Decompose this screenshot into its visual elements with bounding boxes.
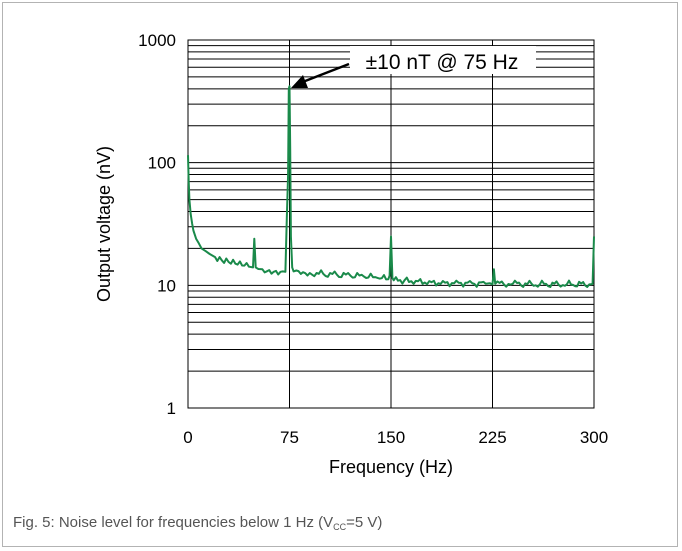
annotation: ±10 nT @ 75 Hz <box>291 46 536 88</box>
x-tick-labels: 0 75 150 225 300 <box>183 428 608 447</box>
y-tick-label: 1 <box>167 399 176 418</box>
y-tick-label: 10 <box>157 276 176 295</box>
annotation-box <box>350 46 536 74</box>
chart: 1 10 100 1000 0 75 150 225 300 Frequency (Hz) O… <box>94 31 608 477</box>
y-tick-labels: 1 10 100 1000 <box>138 31 176 418</box>
x-tick-label: 0 <box>183 428 192 447</box>
caption-subscript: CC <box>333 522 347 532</box>
figure-caption: Fig. 5: Noise level for frequencies belo… <box>13 514 382 532</box>
annotation-arrow-shaft <box>299 62 350 85</box>
x-tick-label: 75 <box>280 428 299 447</box>
grid <box>187 40 595 409</box>
y-axis-label: Output voltage (nV) <box>94 146 114 302</box>
annotation-arrowhead <box>291 75 308 88</box>
series-line <box>187 85 595 288</box>
y-tick-label: 1000 <box>138 31 176 50</box>
x-tick-label: 150 <box>377 428 405 447</box>
plot-frame <box>187 39 595 409</box>
caption-text: Fig. 5: Noise level for frequencies belo… <box>13 514 334 531</box>
caption-text-end: =5 V) <box>346 514 383 531</box>
x-tick-label: 225 <box>478 428 506 447</box>
x-tick-label: 300 <box>580 428 608 447</box>
annotation-text: ±10 nT @ 75 Hz <box>366 51 519 74</box>
y-tick-label: 100 <box>148 154 176 173</box>
x-axis-label: Frequency (Hz) <box>329 457 453 477</box>
